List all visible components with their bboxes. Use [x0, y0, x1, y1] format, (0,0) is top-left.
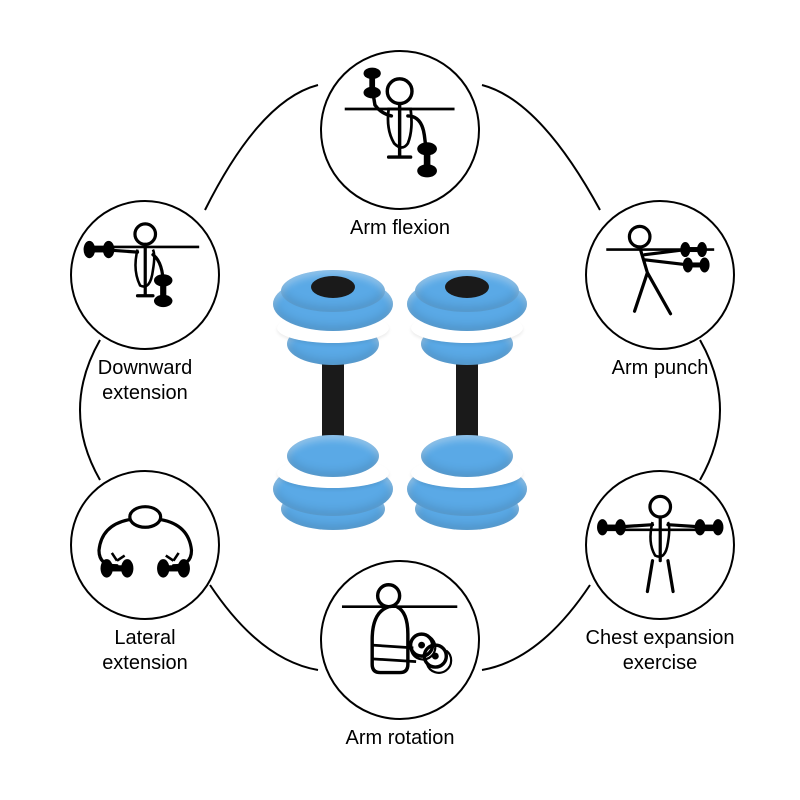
exercise-circle [320, 560, 480, 720]
arm-punch-icon [596, 211, 724, 339]
dumbbell-end-bottom [407, 435, 527, 530]
infographic-canvas: Arm flexion Arm punch Chest expansion exer… [0, 0, 800, 800]
exercise-circle [585, 470, 735, 620]
exercise-node-arm-punch: Arm punch [585, 200, 735, 381]
exercise-circle [70, 470, 220, 620]
arm-flexion-icon [331, 61, 468, 198]
exercise-node-lateral-extension: Lateral extension [70, 470, 220, 676]
lateral-extension-icon [81, 481, 209, 609]
exercise-label: Arm punch [612, 356, 709, 381]
exercise-label: Arm flexion [350, 216, 450, 241]
dumbbell-end-bottom [273, 435, 393, 530]
connector-line [482, 585, 590, 670]
connector-line [482, 85, 600, 210]
aqua-dumbbell [407, 270, 527, 530]
exercise-label: Chest expansion exercise [586, 626, 735, 676]
exercise-label: Lateral extension [102, 626, 188, 676]
exercise-label: Downward extension [98, 356, 192, 406]
connector-line [205, 85, 318, 210]
connector-line [210, 585, 318, 670]
dumbbell-end-top [407, 270, 527, 365]
downward-extension-icon [81, 211, 209, 339]
exercise-node-arm-flexion: Arm flexion [320, 50, 480, 241]
aqua-dumbbell [273, 270, 393, 530]
exercise-label: Arm rotation [346, 726, 455, 751]
dumbbell-end-top [273, 270, 393, 365]
exercise-circle [320, 50, 480, 210]
center-product-aqua-dumbbells [273, 270, 527, 530]
exercise-circle [70, 200, 220, 350]
exercise-circle [585, 200, 735, 350]
arm-rotation-icon [331, 571, 468, 708]
exercise-node-chest-expansion: Chest expansion exercise [585, 470, 735, 676]
exercise-node-arm-rotation: Arm rotation [320, 560, 480, 751]
chest-expansion-icon [596, 481, 724, 609]
exercise-node-downward-extension: Downward extension [70, 200, 220, 406]
